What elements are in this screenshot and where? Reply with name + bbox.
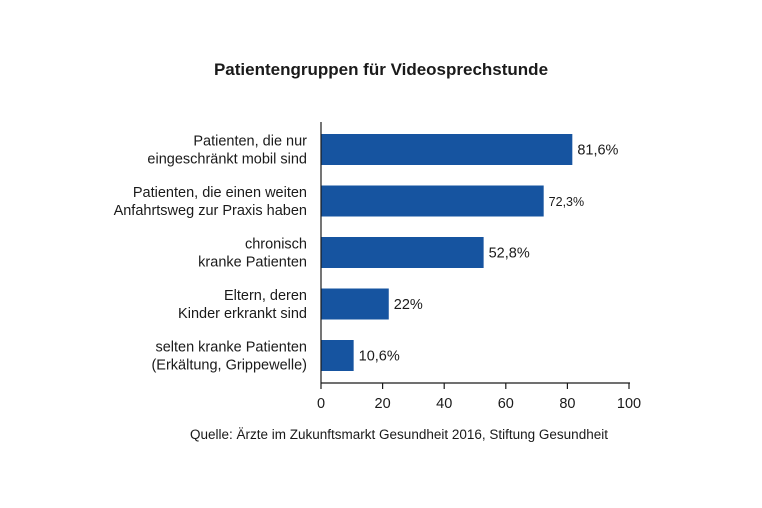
chart-title: Patientengruppen für Videosprechstunde	[213, 60, 549, 79]
x-tick-label: 60	[498, 396, 514, 412]
bar	[321, 237, 484, 268]
bar	[321, 134, 573, 165]
bar	[321, 288, 389, 320]
data-label: 10,6%	[359, 349, 400, 365]
bar	[321, 185, 544, 217]
data-label: 22%	[394, 297, 423, 313]
category-label: selten kranke Patienten (Erkältung, Gripp…	[151, 340, 307, 374]
data-label: 81,6%	[577, 143, 618, 159]
category-label: Patienten, die einen weiten Anfahrtsweg z…	[114, 185, 307, 219]
category-label: Patienten, die nur eingeschränkt mobil si…	[147, 134, 307, 168]
category-label: chronisch kranke Patienten	[198, 237, 307, 271]
x-tick-label: 40	[436, 396, 452, 412]
category-label: Eltern, deren Kinder erkrankt sind	[178, 288, 307, 322]
x-tick-label: 0	[317, 396, 325, 412]
data-label: 52,8%	[489, 246, 530, 262]
x-tick-label: 20	[375, 396, 391, 412]
source-note: Quelle: Ärzte im Zukunftsmarkt Gesundhei…	[190, 427, 608, 442]
data-label: 72,3%	[549, 195, 584, 209]
x-tick-label: 80	[559, 396, 575, 412]
x-tick-label: 100	[617, 396, 641, 412]
bar	[321, 340, 354, 371]
